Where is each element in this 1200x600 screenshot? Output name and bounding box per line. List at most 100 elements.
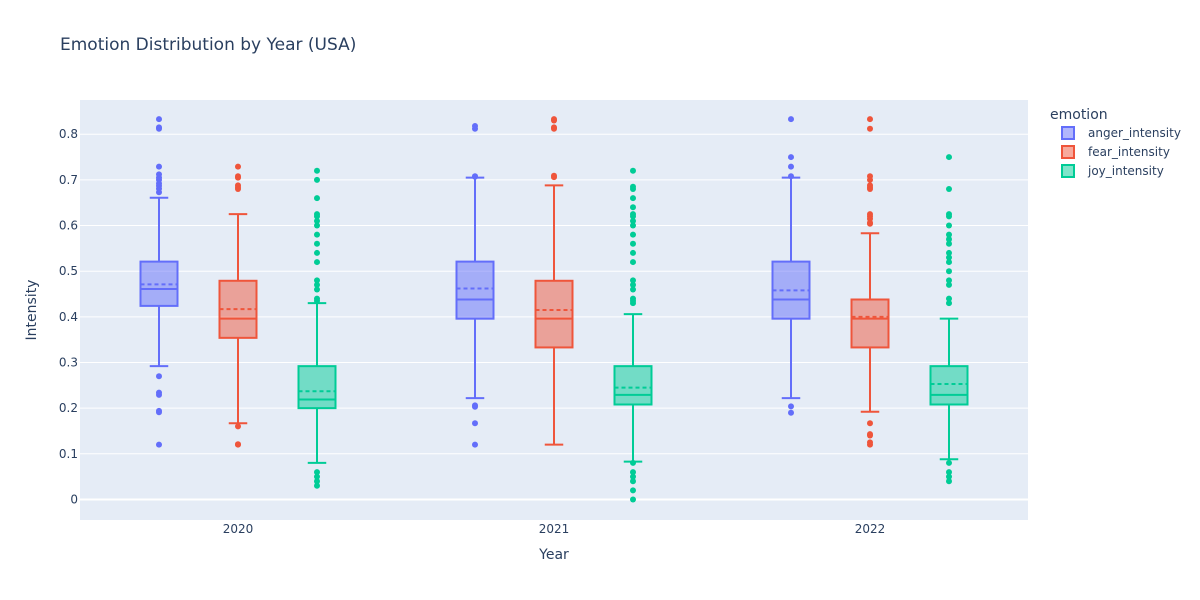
outlier-point	[156, 409, 162, 416]
legend-label: joy_intensity	[1087, 164, 1164, 178]
box-joy_intensity-2021[interactable]	[613, 167, 653, 503]
y-tick-label: 0.2	[59, 401, 78, 415]
outlier-point	[788, 116, 794, 123]
outlier-point	[551, 117, 557, 124]
legend-swatch	[1061, 126, 1075, 140]
outlier-point	[235, 441, 241, 448]
x-tick-label: 2021	[539, 522, 570, 536]
box-joy_intensity-2020[interactable]	[297, 167, 337, 489]
outlier-point	[551, 125, 557, 132]
outlier-point	[156, 163, 162, 170]
outlier-point	[867, 215, 873, 222]
outlier-point	[156, 189, 162, 196]
outlier-point	[946, 281, 952, 288]
outlier-point	[235, 174, 241, 181]
box-fear_intensity-2020[interactable]	[218, 163, 258, 448]
box-fear_intensity-2022[interactable]	[850, 116, 890, 448]
outlier-point	[867, 441, 873, 448]
outlier-point	[314, 286, 320, 293]
outlier-point	[788, 163, 794, 170]
legend-item-fear_intensity[interactable]: fear_intensity	[1061, 145, 1170, 159]
box-body	[297, 365, 337, 410]
box-traces	[139, 116, 969, 503]
outlier-point	[946, 249, 952, 256]
outlier-point	[946, 268, 952, 275]
outlier-point	[314, 213, 320, 220]
outlier-point	[867, 116, 873, 123]
box-anger_intensity-2022[interactable]	[771, 116, 811, 416]
outlier-point	[630, 478, 636, 485]
outlier-point	[867, 176, 873, 183]
y-tick-label: 0.6	[59, 219, 78, 233]
outlier-point	[946, 295, 952, 302]
box-body	[455, 260, 495, 320]
y-axis-title: Intensity	[24, 280, 40, 341]
series-anger_intensity	[139, 116, 811, 448]
outlier-point	[630, 496, 636, 503]
outlier-point	[314, 469, 320, 476]
y-axis-ticks: 0 0.1 0.2 0.3 0.4 0.5 0.6 0.7 0.8	[59, 127, 78, 506]
y-tick-label: 0.8	[59, 127, 78, 141]
outlier-point	[314, 176, 320, 183]
outlier-point	[630, 204, 636, 211]
outlier-point	[788, 409, 794, 416]
outlier-point	[867, 186, 873, 193]
legend-swatch	[1061, 164, 1075, 178]
outlier-point	[946, 459, 952, 466]
outlier-point	[630, 213, 636, 220]
outlier-point	[946, 469, 952, 476]
y-tick-label: 0.1	[59, 447, 78, 461]
legend[interactable]: emotion anger_intensity fear_intensityjoy…	[1050, 107, 1181, 178]
legend-swatch	[1061, 145, 1075, 159]
outlier-point	[314, 478, 320, 485]
box-body	[929, 365, 969, 406]
outlier-point	[156, 391, 162, 398]
outlier-point	[314, 482, 320, 489]
outlier-point	[946, 231, 952, 238]
outlier-point	[630, 459, 636, 466]
box-fear_intensity-2021[interactable]	[534, 116, 574, 446]
outlier-point	[630, 186, 636, 193]
outlier-point	[630, 281, 636, 288]
outlier-point	[867, 220, 873, 227]
outlier-point	[314, 222, 320, 229]
outlier-point	[946, 254, 952, 261]
box-anger_intensity-2021[interactable]	[455, 123, 495, 448]
legend-item-joy_intensity[interactable]: joy_intensity	[1061, 164, 1164, 178]
outlier-point	[314, 217, 320, 224]
outlier-point	[156, 116, 162, 123]
outlier-point	[630, 277, 636, 284]
outlier-point	[788, 173, 794, 180]
outlier-point	[630, 473, 636, 480]
outlier-point	[946, 213, 952, 220]
box-body	[534, 279, 574, 349]
outlier-point	[630, 231, 636, 238]
outlier-point	[156, 373, 162, 380]
outlier-point	[867, 420, 873, 427]
outlier-point	[472, 420, 478, 427]
outlier-point	[472, 173, 478, 180]
outlier-point	[630, 167, 636, 174]
legend-label: fear_intensity	[1088, 145, 1170, 159]
outlier-point	[314, 297, 320, 304]
x-axis-ticks: 2020 2021 2022	[223, 522, 886, 536]
legend-label: anger_intensity	[1088, 126, 1181, 140]
outlier-point	[788, 403, 794, 410]
outlier-point	[314, 259, 320, 266]
outlier-point	[630, 195, 636, 202]
outlier-point	[472, 403, 478, 410]
box-anger_intensity-2020[interactable]	[139, 116, 179, 448]
outlier-point	[314, 277, 320, 284]
outlier-point	[867, 432, 873, 439]
outlier-point	[156, 441, 162, 448]
outlier-point	[946, 236, 952, 243]
legend-title: emotion	[1050, 107, 1108, 123]
outlier-point	[867, 125, 873, 132]
x-axis-title: Year	[538, 547, 569, 563]
outlier-point	[946, 259, 952, 266]
outlier-point	[630, 300, 636, 307]
legend-item-anger_intensity[interactable]: anger_intensity	[1061, 126, 1181, 140]
outlier-point	[314, 249, 320, 256]
outlier-point	[551, 174, 557, 181]
box-joy_intensity-2022[interactable]	[929, 154, 969, 485]
